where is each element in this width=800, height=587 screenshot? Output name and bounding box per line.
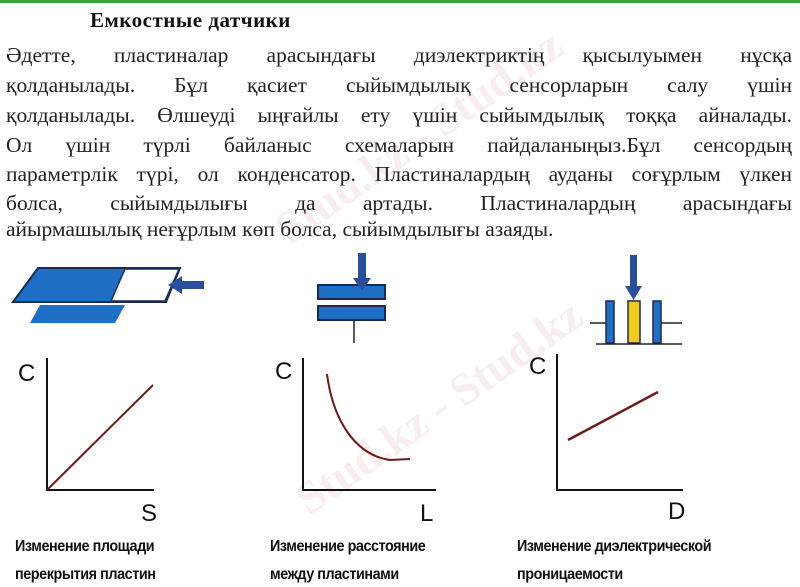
graph-c-vs-s: C S <box>18 358 157 527</box>
x-axis-label: L <box>420 500 433 527</box>
graph-caption: Изменение диэлектрической проницаемости <box>517 533 712 587</box>
paragraph-line: Әдетте, пластиналар арасындағы диэлектри… <box>6 43 792 67</box>
arrow-down-icon <box>353 253 371 291</box>
graph-caption: Изменение расстояние между пластинами <box>270 533 426 587</box>
linear-curve <box>46 384 154 491</box>
paragraph-line: қолданылады. Өлшеуді ыңғайлы ету үшін сы… <box>6 103 792 127</box>
x-axis-label: S <box>141 500 157 527</box>
caption-line: Изменение площади <box>15 538 155 555</box>
arrow-left-icon <box>168 276 204 294</box>
dielectric-diagram <box>590 255 682 345</box>
page-title: Емкостные датчики <box>90 8 291 32</box>
graph-c-vs-d: C D <box>529 353 685 525</box>
paragraph-line: Ол үшін түрлі байланыс схемаларын пайдал… <box>6 133 792 157</box>
inverse-curve <box>326 373 411 462</box>
arrow-down-icon <box>625 255 642 300</box>
paragraph-line: параметрлік түрі, ол конденсатор. Пласти… <box>6 162 792 186</box>
paragraph-line: қолданылады. Бұл қасиет сыйымдылық сенсо… <box>6 73 792 97</box>
graph-c-vs-l: C L <box>275 358 436 527</box>
caption-line: между пластинами <box>270 566 399 583</box>
paragraph-line: айырмашылық неғұрлым көп болса, сыйымдыл… <box>6 217 554 241</box>
caption-line: перекрытия пластин <box>15 566 156 583</box>
lower-plate <box>30 305 125 323</box>
overlap-area-diagram <box>11 267 204 323</box>
plate-distance-diagram <box>317 253 386 343</box>
top-border <box>0 0 800 3</box>
caption-line: проницаемости <box>517 566 623 583</box>
y-axis-label: C <box>275 358 292 385</box>
y-axis-label: C <box>18 360 35 387</box>
paragraph-line: болса, сыйымдылығы да артады. Пластинала… <box>6 191 792 215</box>
linear-curve <box>567 390 659 442</box>
caption-line: Изменение расстояние <box>270 538 426 555</box>
y-axis-label: C <box>529 353 546 380</box>
caption-line: Изменение диэлектрической <box>517 538 712 555</box>
plate-white-part <box>109 268 181 302</box>
graph-caption: Изменение площади перекрытия пластин <box>15 533 156 587</box>
x-axis-label: D <box>668 498 685 525</box>
